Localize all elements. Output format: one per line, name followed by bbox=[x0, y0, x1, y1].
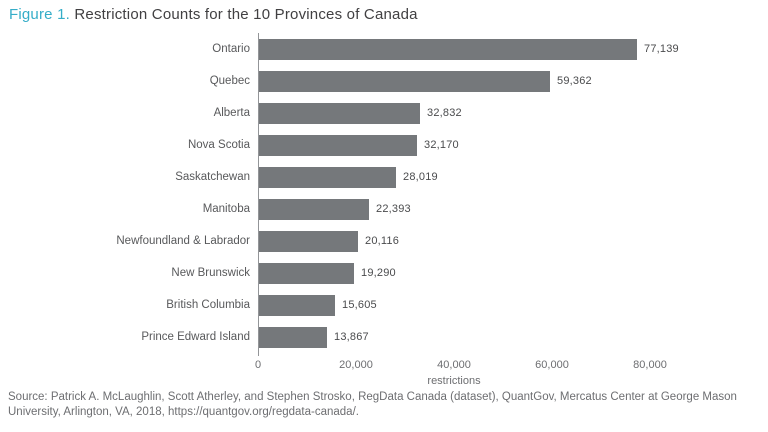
bar-chart: Ontario 77,139 Quebec 59,362 Alberta 32,832 No… bbox=[0, 33, 768, 387]
bar-row: New Brunswick 19,290 bbox=[171, 257, 749, 289]
figure-caption: Restriction Counts for the 10 Provinces … bbox=[70, 6, 418, 23]
bar bbox=[259, 38, 637, 60]
value-label: 32,832 bbox=[427, 107, 462, 119]
category-label: Prince Edward Island bbox=[141, 331, 250, 343]
bar bbox=[259, 134, 417, 156]
value-label: 20,116 bbox=[365, 235, 400, 247]
bar-row: Newfoundland & Labrador 20,116 bbox=[116, 225, 749, 257]
category-label: New Brunswick bbox=[171, 267, 250, 279]
category-label: Nova Scotia bbox=[187, 139, 250, 151]
category-label: Ontario bbox=[212, 43, 250, 55]
figure-title: Figure 1. Restriction Counts for the 10 … bbox=[9, 6, 418, 23]
bar-row: Nova Scotia 32,170 bbox=[188, 129, 749, 161]
bar bbox=[259, 326, 327, 348]
value-label: 13,867 bbox=[334, 331, 369, 343]
bar-row: Manitoba 22,393 bbox=[203, 193, 749, 225]
category-label: British Columbia bbox=[166, 299, 250, 311]
bar-row: Alberta 32,832 bbox=[214, 97, 749, 129]
category-label: Newfoundland & Labrador bbox=[116, 235, 250, 247]
bar bbox=[259, 230, 358, 252]
chart-plot-area: Ontario 77,139 Quebec 59,362 Alberta 32,832 No… bbox=[116, 33, 749, 356]
bar-row: Ontario 77,139 bbox=[212, 33, 749, 65]
bar-row: Prince Edward Island 13,867 bbox=[141, 321, 749, 353]
value-label: 15,605 bbox=[342, 299, 377, 311]
category-label: Saskatchewan bbox=[175, 171, 250, 183]
x-tick-label: 60,000 bbox=[535, 359, 569, 371]
bar-row: Quebec 59,362 bbox=[210, 65, 749, 97]
value-label: 19,290 bbox=[361, 267, 396, 279]
x-axis: 0 20,000 40,000 60,000 80,000 bbox=[254, 359, 667, 373]
x-axis-title: restrictions bbox=[427, 375, 481, 387]
bar-row: British Columbia 15,605 bbox=[166, 289, 749, 321]
category-label: Quebec bbox=[209, 75, 250, 87]
source-note: Source: Patrick A. McLaughlin, Scott Ath… bbox=[8, 391, 737, 418]
figure-number: Figure 1. bbox=[9, 6, 70, 23]
value-label: 32,170 bbox=[424, 139, 459, 151]
x-tick-label: 80,000 bbox=[633, 359, 667, 371]
value-label: 28,019 bbox=[403, 171, 438, 183]
value-label: 22,393 bbox=[376, 203, 411, 215]
bar bbox=[259, 198, 369, 220]
category-label: Manitoba bbox=[202, 203, 250, 215]
value-label: 59,362 bbox=[557, 75, 592, 87]
x-tick-label: 0 bbox=[254, 359, 262, 371]
bar bbox=[259, 70, 550, 92]
bar bbox=[259, 294, 335, 316]
bar-row: Saskatchewan 28,019 bbox=[175, 161, 749, 193]
category-label: Alberta bbox=[213, 107, 250, 119]
bar bbox=[259, 166, 396, 188]
value-label: 77,139 bbox=[644, 43, 679, 55]
bar bbox=[259, 262, 354, 284]
x-tick-label: 20,000 bbox=[339, 359, 373, 371]
bar bbox=[259, 102, 420, 124]
x-tick-label: 40,000 bbox=[437, 359, 471, 371]
